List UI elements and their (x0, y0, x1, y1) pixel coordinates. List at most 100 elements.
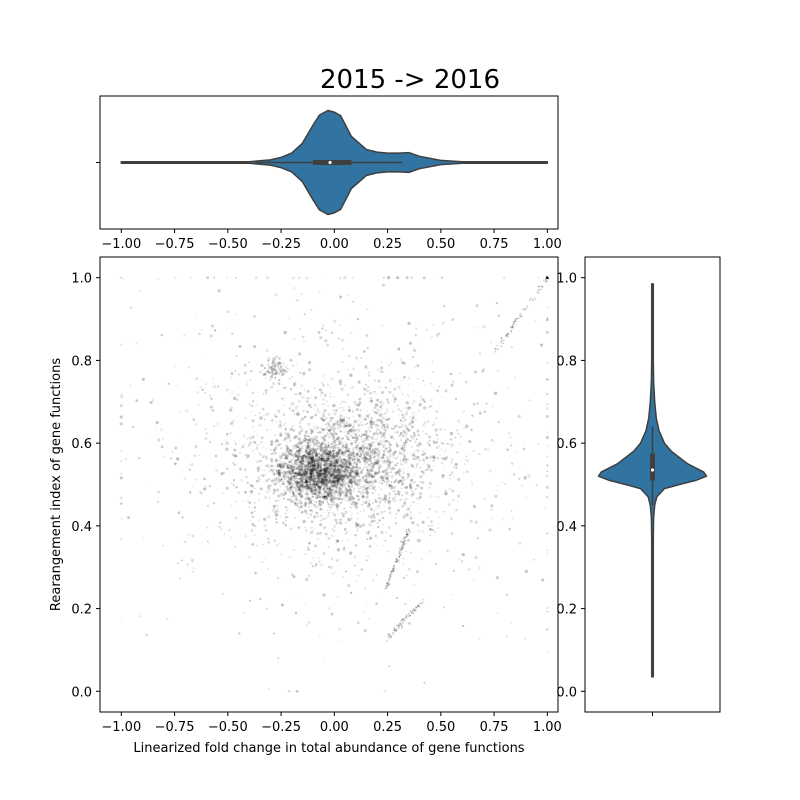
scatter-point (311, 495, 314, 499)
scatter-point (181, 516, 184, 519)
scatter-point (287, 484, 290, 486)
scatter-point (309, 475, 313, 478)
scatter-point (358, 524, 363, 528)
scatter-point (119, 276, 123, 280)
scatter-point (292, 475, 295, 478)
scatter-point (368, 454, 372, 457)
scatter-point (300, 477, 303, 479)
scatter-point (348, 461, 351, 465)
scatter-point (326, 500, 329, 503)
scatter-point (365, 465, 368, 468)
scatter-point (233, 463, 236, 467)
scatter-point (339, 483, 342, 486)
scatter-point (434, 277, 436, 279)
scatter-point (139, 615, 142, 618)
scatter-point (351, 470, 354, 473)
scatter-point (294, 611, 298, 614)
scatter-point (407, 466, 409, 468)
scatter-point (284, 505, 288, 509)
scatter-point (317, 477, 320, 480)
scatter-point (380, 404, 383, 407)
scatter-point (343, 480, 347, 484)
scatter-point (416, 464, 419, 466)
scatter-point (326, 476, 330, 480)
scatter-point (231, 325, 234, 328)
scatter-point (331, 511, 334, 514)
scatter-point (324, 496, 327, 499)
scatter-point (328, 464, 331, 467)
scatter-point (331, 457, 333, 459)
scatter-point (313, 463, 317, 467)
scatter-point (310, 452, 312, 454)
scatter-point (342, 474, 345, 478)
scatter-point (267, 364, 270, 366)
scatter-point (329, 476, 332, 479)
scatter-point (326, 487, 329, 490)
scatter-point (370, 443, 373, 445)
scatter-point (395, 457, 398, 460)
scatter-point (369, 396, 373, 400)
scatter-point (299, 456, 301, 458)
scatter-point (345, 312, 347, 315)
scatter-point (248, 506, 251, 509)
scatter-point (258, 499, 260, 501)
scatter-point (294, 480, 298, 484)
scatter-point (174, 276, 177, 279)
scatter-point (338, 449, 341, 452)
scatter-point (339, 465, 342, 468)
scatter-point (211, 409, 215, 412)
scatter-point (422, 379, 425, 382)
scatter-point (396, 559, 398, 562)
scatter-point (329, 425, 333, 429)
scatter-point (283, 478, 286, 481)
scatter-point (298, 352, 302, 356)
scatter-point (358, 455, 361, 458)
scatter-point (311, 454, 314, 457)
scatter-point (325, 455, 328, 458)
scatter-point (311, 471, 315, 475)
scatter-point (196, 391, 200, 394)
scatter-point (435, 416, 438, 420)
scatter-point (409, 439, 412, 442)
scatter-point (309, 482, 312, 484)
scatter-point (267, 359, 270, 362)
scatter-point (535, 484, 538, 487)
scatter-x-tick-label: 0.50 (426, 720, 455, 735)
scatter-point (293, 462, 297, 466)
scatter-point (442, 443, 445, 445)
scatter-point (346, 531, 349, 533)
scatter-point (317, 464, 320, 466)
scatter-point (316, 483, 318, 486)
scatter-point (323, 490, 326, 493)
scatter-point (289, 465, 293, 468)
scatter-point (320, 459, 323, 462)
scatter-point (298, 276, 301, 280)
scatter-point (382, 545, 384, 547)
scatter-point (314, 487, 318, 491)
scatter-point (332, 472, 335, 474)
scatter-point (545, 532, 549, 535)
scatter-point (323, 492, 325, 495)
scatter-point (417, 409, 421, 413)
scatter-point (384, 531, 387, 534)
scatter-point (188, 468, 191, 471)
scatter-point (280, 463, 283, 465)
scatter-point (239, 448, 241, 450)
scatter-point (222, 491, 225, 495)
scatter-point (321, 460, 323, 462)
scatter-point (190, 558, 194, 562)
scatter-point (388, 511, 392, 514)
scatter-point (356, 467, 360, 470)
scatter-point (416, 502, 419, 506)
scatter-point (337, 513, 339, 515)
scatter-point (315, 457, 317, 460)
scatter-point (319, 480, 322, 482)
scatter-point (283, 404, 285, 406)
scatter-point (348, 456, 350, 459)
scatter-point (335, 468, 338, 471)
scatter-point (419, 475, 423, 479)
scatter-point (276, 544, 278, 547)
scatter-point (511, 346, 513, 348)
scatter-point (277, 379, 281, 382)
scatter-point (313, 446, 316, 448)
